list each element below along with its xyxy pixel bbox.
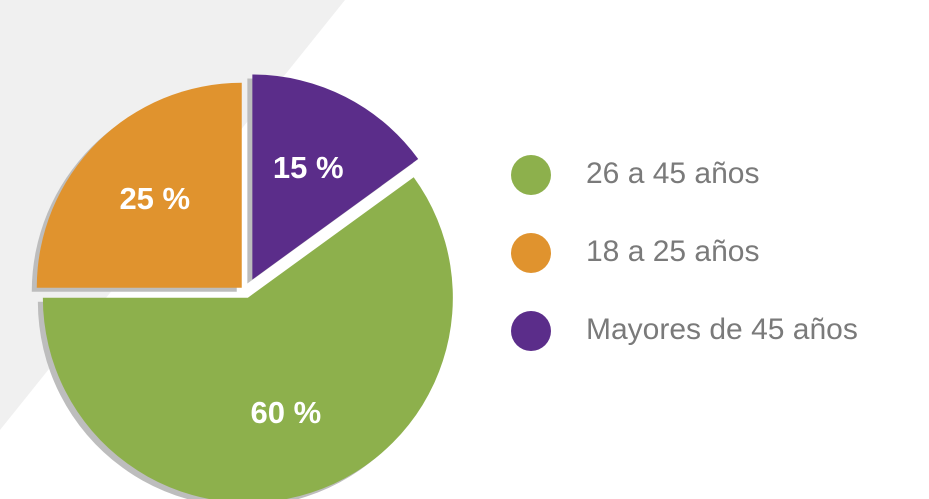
legend-label: Mayores de 45 años bbox=[586, 313, 858, 346]
slice-label: 25 % bbox=[119, 181, 190, 216]
legend-label: 26 a 45 años bbox=[586, 157, 759, 190]
pie-slice bbox=[36, 82, 242, 288]
pie-slice bbox=[252, 74, 419, 280]
slice-label: 60 % bbox=[251, 395, 322, 430]
legend-swatch bbox=[511, 233, 551, 273]
pie-slice bbox=[42, 177, 453, 499]
legend-swatch bbox=[511, 155, 551, 195]
legend-label: 18 a 25 años bbox=[586, 235, 759, 268]
slice-label: 15 % bbox=[273, 150, 344, 185]
legend-swatch bbox=[511, 311, 551, 351]
